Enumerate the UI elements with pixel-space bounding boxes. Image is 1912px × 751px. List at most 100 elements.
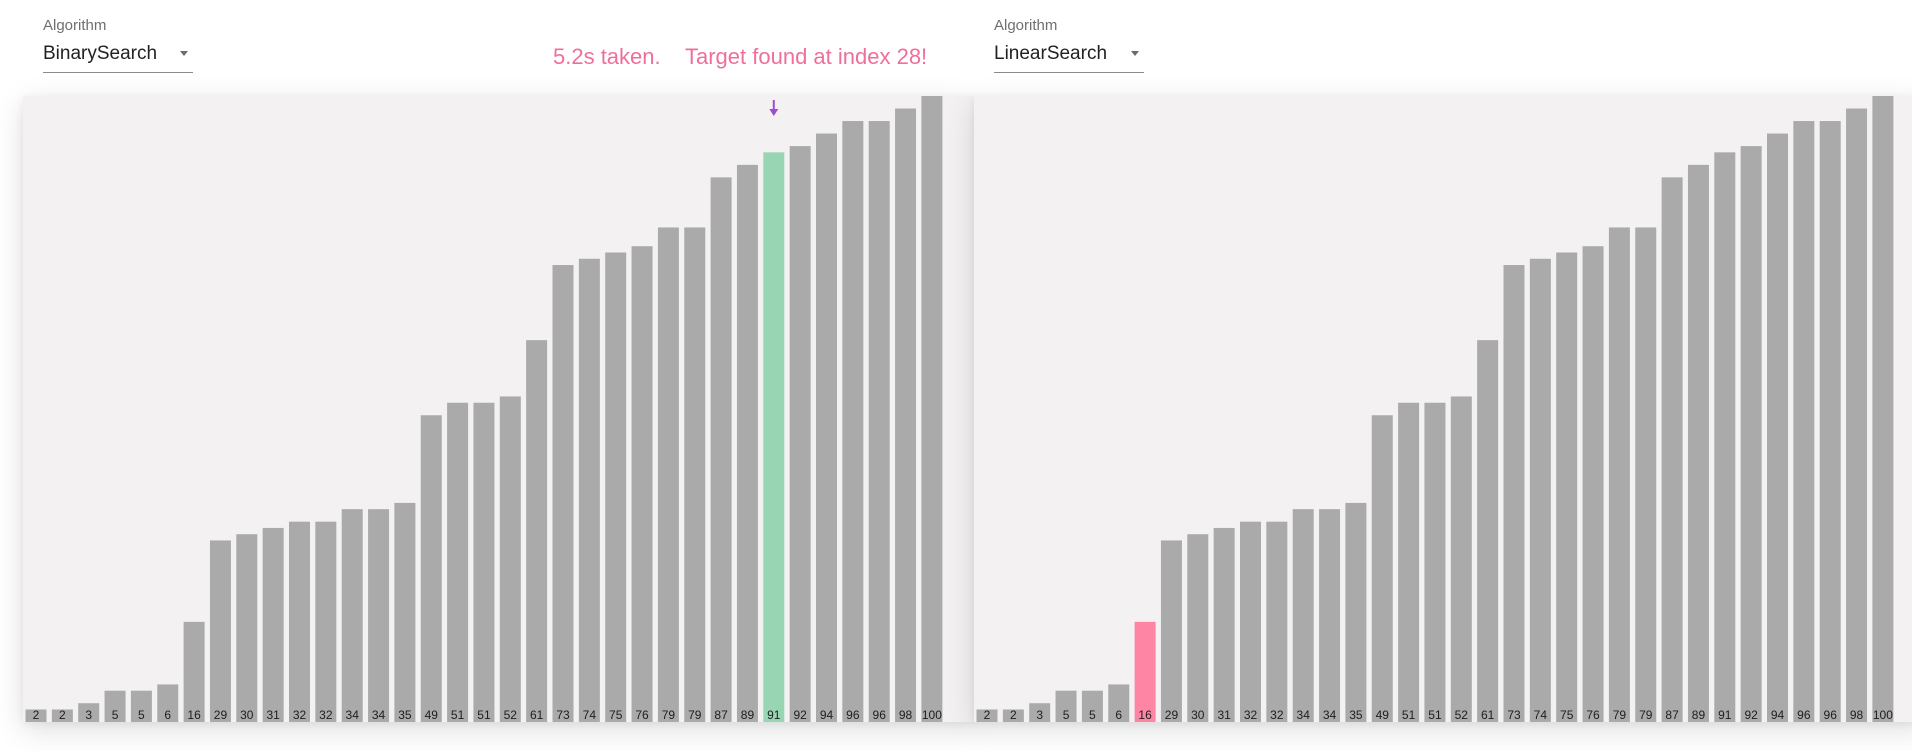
bar (447, 402, 469, 722)
bar (236, 534, 258, 722)
bar (657, 227, 679, 722)
bar (1266, 521, 1288, 722)
bar-value-label: 74 (583, 708, 597, 722)
bar-value-label: 61 (1481, 708, 1495, 722)
result-message: Target found at index 28! (685, 44, 928, 69)
linear-search-panel: Algorithm LinearSearch 2 2 3 5 5 6 16 29 30 31 32 3… (974, 0, 1912, 751)
dropdown-arrow-icon[interactable] (180, 51, 188, 56)
bar-value-label: 2 (984, 708, 991, 722)
bar-value-label: 94 (820, 708, 834, 722)
bar-value-label: 35 (1349, 708, 1363, 722)
algorithm-field: Algorithm LinearSearch (994, 16, 1144, 73)
bar-value-label: 73 (1507, 708, 1521, 722)
bar-value-label: 96 (1824, 708, 1838, 722)
bar-value-label: 74 (1534, 708, 1548, 722)
down-arrow-icon (769, 100, 779, 116)
bar (631, 246, 653, 722)
bar (209, 540, 231, 722)
bar (1055, 690, 1077, 722)
bar-value-label: 73 (556, 708, 570, 722)
bar (157, 684, 179, 722)
bar-value-label: 76 (635, 708, 649, 722)
bar (1608, 227, 1630, 722)
algorithm-label: Algorithm (994, 17, 1058, 34)
bar (1108, 684, 1130, 722)
algorithm-field: Algorithm BinarySearch (43, 16, 193, 73)
bar-value-label: 29 (214, 708, 228, 722)
bar-value-label: 100 (1873, 708, 1893, 722)
bar (1714, 152, 1736, 722)
bar-value-label: 6 (1115, 708, 1122, 722)
bar-value-label: 92 (1744, 708, 1758, 722)
bar (1160, 540, 1182, 722)
dropdown-arrow-icon[interactable] (1131, 51, 1139, 56)
highlighted-bar (1134, 621, 1156, 722)
bar-value-label: 75 (1560, 708, 1574, 722)
bar (183, 621, 205, 722)
bar-value-label: 79 (1639, 708, 1653, 722)
bar (262, 527, 284, 722)
bar (1767, 133, 1788, 722)
bar (1371, 415, 1393, 722)
bar-value-label: 5 (1089, 708, 1096, 722)
algorithm-selected-value: LinearSearch (994, 43, 1108, 64)
bar-value-label: 30 (1191, 708, 1205, 722)
bar (1740, 146, 1762, 722)
bar-value-label: 91 (1718, 708, 1732, 722)
bar-value-label: 3 (85, 708, 92, 722)
bar-value-label: 51 (1402, 708, 1416, 722)
bar-chart: 2 2 3 5 5 6 16 29 30 31 32 32 34 34 35 49 51 51 52 61 73 74 75… (974, 96, 1912, 722)
bar-value-label: 79 (662, 708, 676, 722)
bar (1793, 121, 1815, 722)
bar-value-label: 49 (1376, 708, 1390, 722)
bar-value-label: 75 (609, 708, 623, 722)
bar (1398, 402, 1420, 722)
bar-value-label: 32 (293, 708, 307, 722)
bar-value-label: 87 (714, 708, 728, 722)
bar (1819, 121, 1841, 722)
bar (552, 265, 574, 722)
time-taken-text: 5.2s taken. (553, 44, 661, 69)
bar (578, 258, 600, 722)
bar-value-label: 34 (1323, 708, 1337, 722)
highlighted-bar (763, 152, 785, 722)
bar-value-label: 89 (741, 708, 755, 722)
bar-value-label: 49 (425, 708, 439, 722)
bar-value-label: 35 (398, 708, 412, 722)
bar (842, 121, 864, 722)
bar-value-label: 6 (164, 708, 171, 722)
bar-value-label: 34 (1297, 708, 1311, 722)
bar (1529, 258, 1551, 722)
bar-value-label: 100 (922, 708, 942, 722)
bar (420, 415, 442, 722)
bar-value-label: 16 (187, 708, 201, 722)
bar (51, 709, 73, 722)
algorithm-selected-value: BinarySearch (43, 43, 158, 64)
bar (78, 703, 100, 722)
algorithm-select[interactable]: LinearSearch (994, 41, 1144, 73)
bar-value-label: 3 (1036, 708, 1043, 722)
bar-value-label: 76 (1586, 708, 1600, 722)
bar-value-label: 79 (1613, 708, 1627, 722)
bar (1081, 690, 1103, 722)
bar-value-label: 94 (1771, 708, 1785, 722)
bar (868, 121, 890, 722)
bar-value-label: 61 (530, 708, 544, 722)
bar-value-label: 2 (1010, 708, 1017, 722)
bar-value-label: 5 (138, 708, 145, 722)
bar (1450, 396, 1472, 722)
bar-value-label: 31 (266, 708, 280, 722)
bar (1029, 703, 1051, 722)
bar-value-label: 16 (1138, 708, 1152, 722)
algorithm-select[interactable]: BinarySearch (43, 41, 193, 73)
bar (736, 164, 758, 722)
bar (895, 108, 917, 722)
bar-value-label: 96 (1797, 708, 1811, 722)
bar-value-label: 52 (1455, 708, 1469, 722)
bar (684, 227, 706, 722)
bar-value-label: 2 (59, 708, 66, 722)
bar-value-label: 32 (1244, 708, 1258, 722)
bar-value-label: 34 (372, 708, 386, 722)
bar-value-label: 52 (504, 708, 518, 722)
bar (1687, 164, 1709, 722)
